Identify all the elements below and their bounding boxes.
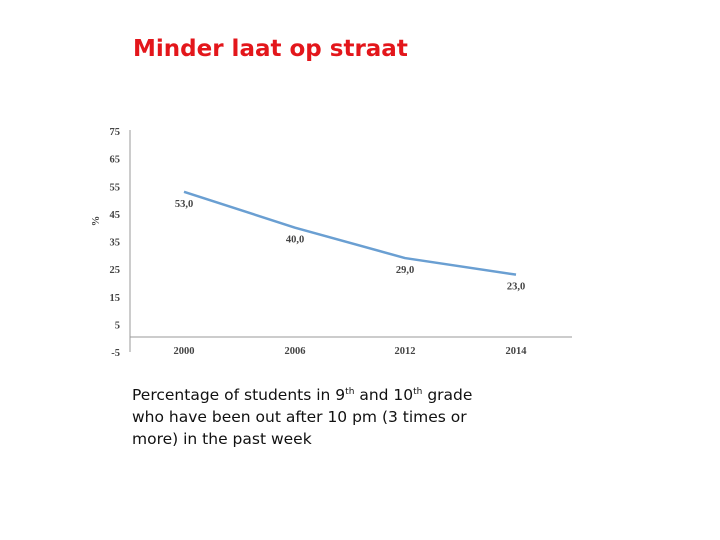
data-label: 23,0 xyxy=(507,282,525,293)
y-tick-label: -5 xyxy=(111,348,120,359)
y-tick-label: 5 xyxy=(115,320,120,331)
y-tick-label: 75 xyxy=(110,127,121,138)
x-tick-label: 2006 xyxy=(285,346,306,357)
x-tick-label: 2014 xyxy=(506,346,528,357)
y-tick-label: 65 xyxy=(110,155,121,166)
y-tick-label: 25 xyxy=(110,265,121,276)
slide-title: Minder laat op straat xyxy=(133,36,408,62)
x-ticks: 2000 2006 2012 2014 xyxy=(174,346,528,357)
y-tick-label: 45 xyxy=(110,210,121,221)
y-ticks: 75 65 55 45 35 25 15 5 -5 xyxy=(110,127,121,359)
data-labels: 53,0 40,0 29,0 23,0 xyxy=(175,199,525,293)
y-tick-label: 55 xyxy=(110,182,121,193)
y-tick-label: 15 xyxy=(110,293,121,304)
caption-text-3: grade who have been out after 10 pm (3 t… xyxy=(132,386,473,448)
data-label: 53,0 xyxy=(175,199,193,210)
caption-sup-1: th xyxy=(345,386,355,397)
x-tick-label: 2012 xyxy=(395,346,416,357)
chart-caption: Percentage of students in 9th and 10th g… xyxy=(132,384,492,450)
caption-text-2: and 10 xyxy=(354,386,414,404)
y-axis-label: % xyxy=(91,216,102,227)
caption-text-1: Percentage of students in 9 xyxy=(132,386,346,404)
caption-sup-2: th xyxy=(413,386,423,397)
series-line xyxy=(183,190,517,276)
y-tick-label: 35 xyxy=(110,238,121,249)
x-tick-label: 2000 xyxy=(174,346,195,357)
data-label: 29,0 xyxy=(396,265,414,276)
data-label: 40,0 xyxy=(286,235,304,246)
